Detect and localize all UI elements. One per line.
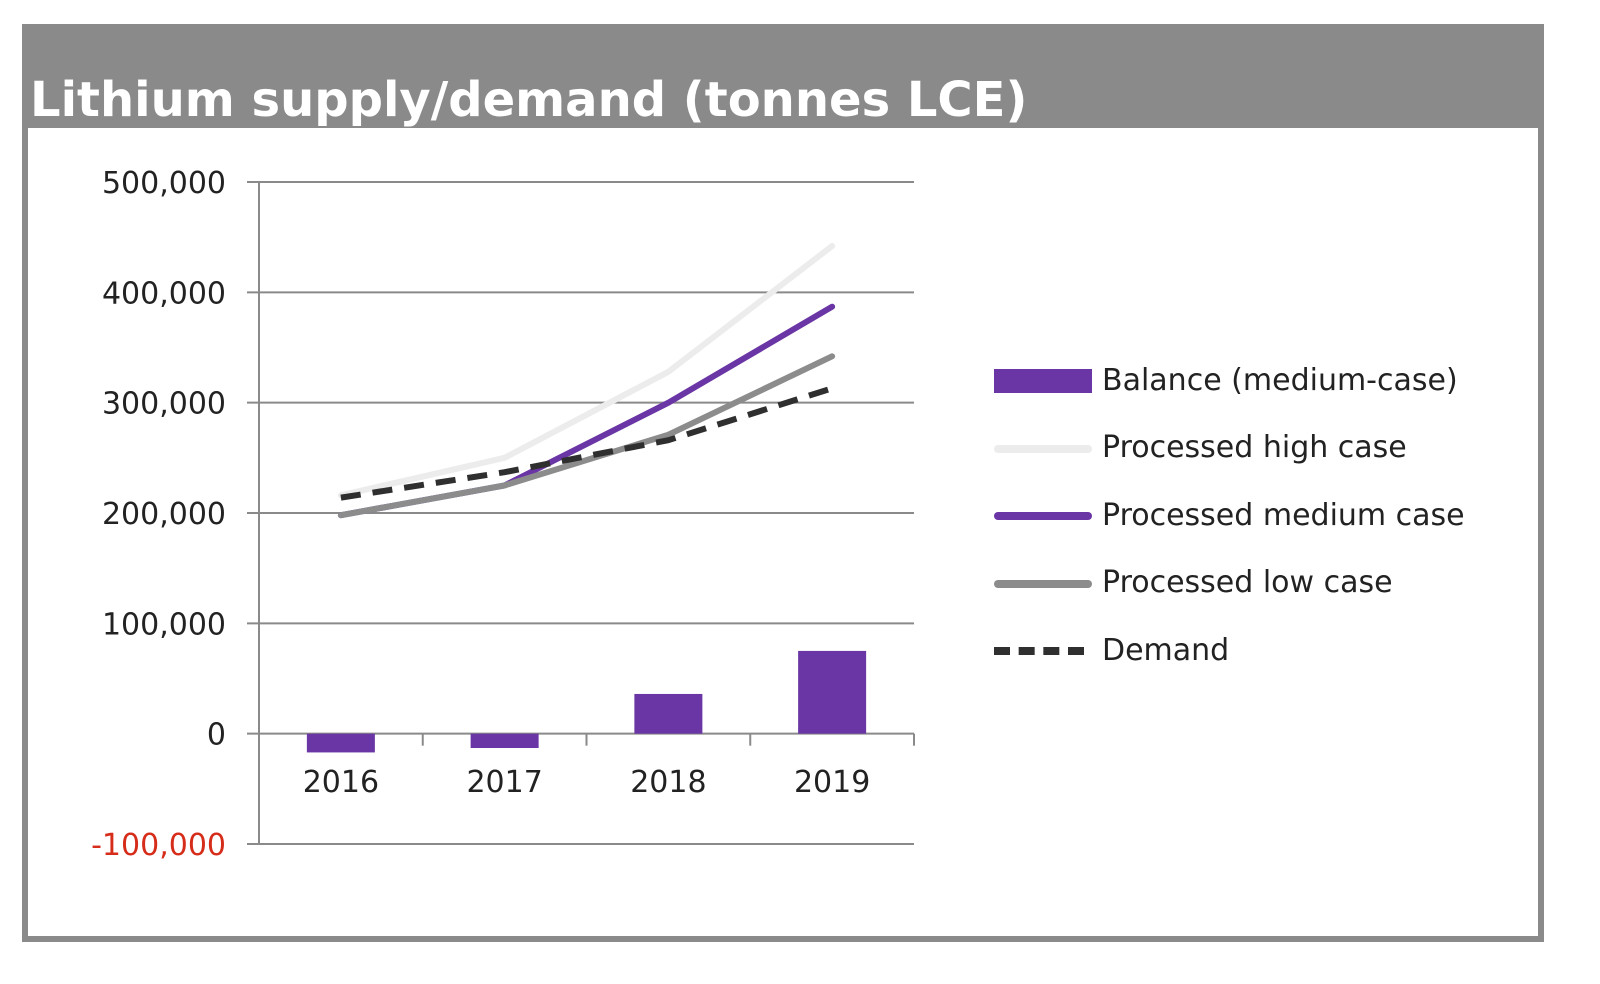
- legend-label: Processed high case: [1102, 430, 1407, 465]
- line-processed-high-case: [337, 243, 836, 499]
- legend-swatch-mark: [994, 647, 1084, 655]
- legend-swatch-mark: [994, 512, 1092, 520]
- legend-swatch: [994, 360, 1092, 400]
- bar-balance-2017: [470, 733, 539, 749]
- legend-swatch-mark: [994, 444, 1092, 453]
- y-tick-label: -100,000: [91, 828, 226, 863]
- line-demand: [340, 385, 834, 501]
- x-tick-label: 2017: [466, 765, 542, 800]
- y-tick-label: 300,000: [102, 387, 226, 422]
- x-tick-label: 2016: [303, 765, 379, 800]
- bar-balance-2018: [634, 693, 703, 734]
- bar-balance-2019: [798, 650, 867, 734]
- chart-panel: [28, 128, 1538, 936]
- y-tick-label: 500,000: [102, 166, 226, 201]
- legend-swatch: [994, 563, 1092, 603]
- legend-swatch-mark: [994, 579, 1092, 588]
- legend-label: Demand: [1102, 632, 1230, 668]
- legend-swatch-mark: [994, 369, 1092, 393]
- legend-swatch: [994, 630, 1092, 670]
- legend-item-processed-low-case: Processed low case: [994, 563, 1393, 603]
- legend-label: Processed medium case: [1102, 497, 1465, 533]
- y-tick-label: 200,000: [102, 497, 226, 532]
- legend-item-processed-medium-case: Processed medium case: [994, 495, 1465, 535]
- legend-label: Balance (medium-case): [1102, 362, 1458, 398]
- bar-balance-2016: [306, 733, 375, 753]
- x-tick-label: 2019: [794, 765, 870, 800]
- legend-item-demand: Demand: [994, 630, 1229, 670]
- chart-title: Lithium supply/demand (tonnes LCE): [30, 72, 1028, 128]
- x-tick-label: 2018: [630, 765, 706, 800]
- y-tick-label: 400,000: [102, 276, 226, 311]
- y-tick-label: 100,000: [102, 607, 226, 642]
- legend-swatch: [994, 495, 1092, 535]
- legend-swatch: [994, 428, 1092, 468]
- legend-label: Processed low case: [1102, 565, 1393, 600]
- legend-item-balance-medium-case: Balance (medium-case): [994, 360, 1458, 400]
- line-processed-low-case: [337, 353, 836, 519]
- legend-item-processed-high-case: Processed high case: [994, 428, 1407, 468]
- y-tick-label: 0: [207, 718, 226, 753]
